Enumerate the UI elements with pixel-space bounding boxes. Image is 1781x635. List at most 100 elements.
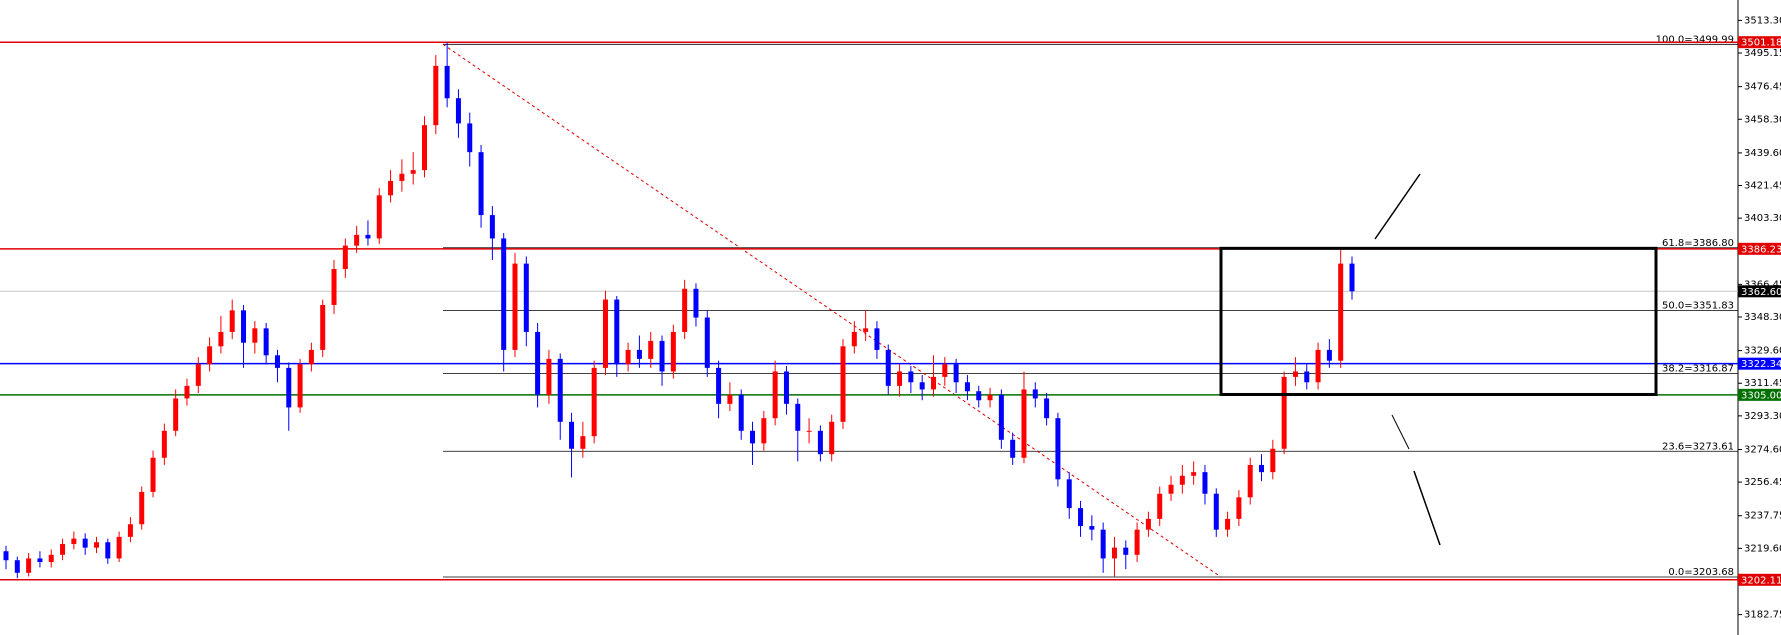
price-label: 3386.23 [1741,244,1781,255]
candle-body [1349,263,1355,292]
candle-body [987,394,993,401]
y-tick-label: 3403.30 [1744,213,1781,224]
y-tick-label: 3311.45 [1744,378,1781,389]
y-tick-label: 3476.45 [1744,82,1781,93]
candle-body [750,430,756,444]
candle-body [1270,448,1276,473]
candle-body [1315,349,1321,383]
candle-body [354,234,360,246]
candle-body [738,394,744,431]
candle-body [716,367,722,404]
candle-body [161,430,167,458]
y-tick-label: 3293.30 [1744,411,1781,422]
candle-body [127,524,133,537]
price-label: 3362.60 [1741,287,1781,298]
candle-body [71,538,77,545]
candle-body [241,310,247,343]
candle-body [274,355,280,368]
candle-body [829,421,835,455]
candle-body [648,340,654,359]
drawing-stroke [1374,173,1421,240]
candle-body [37,558,43,563]
candle-body [1078,508,1084,527]
candle-body [173,398,179,431]
candle-body [761,418,767,444]
y-tick-label: 3458.30 [1744,114,1781,125]
candle-body [727,394,733,404]
candle-body [614,299,620,365]
fib-label: 61.8=3386.80 [1662,238,1734,249]
candle-body [964,382,970,392]
candle-body [874,328,880,350]
price-label-box [1738,285,1781,298]
candle-body [207,346,213,365]
candle-body [478,152,484,216]
y-tick-label: 3182.75 [1744,610,1781,621]
candle-body [60,544,66,555]
candle-body [930,376,936,390]
candle-body [218,331,224,347]
candle-body [365,234,371,239]
candle-body [546,358,552,395]
candle-body [455,98,461,124]
candle-body [670,331,676,372]
y-tick-label: 3274.60 [1744,444,1781,455]
candle-body [659,340,665,372]
candle-body [783,371,789,404]
candle-body [1179,475,1185,485]
y-tick-label: 3439.60 [1744,148,1781,159]
candle-body [139,491,145,525]
candle-body [82,538,88,548]
price-label: 3501.18 [1741,38,1781,49]
price-label-box [1738,357,1781,370]
candle-body [1281,376,1287,449]
candle-body [1168,484,1174,494]
y-tick-label: 3348.30 [1744,312,1781,323]
candle-body [229,310,235,332]
candle-body [1259,464,1265,473]
candle-body [1066,479,1072,509]
candle-body [422,125,428,171]
price-label-box [1738,36,1781,49]
y-tick-label: 3495.15 [1744,48,1781,59]
candle-body [693,288,699,318]
candle-body [998,394,1004,440]
candle-body [410,170,416,174]
fib-label: 23.6=3273.61 [1662,441,1734,452]
drawing-stroke [1413,470,1441,546]
drawing-stroke [1391,414,1410,450]
candle-body [1100,529,1106,559]
candle-body [3,551,9,561]
candle-body [919,382,925,390]
candle-body [1145,518,1151,530]
candle-body [840,346,846,422]
candle-body [93,542,99,548]
candle-body [399,173,405,181]
range-box [1219,246,1658,396]
candle-body [885,349,891,386]
candle-body [308,349,314,365]
candle-body [1157,493,1163,519]
candle-body [342,245,348,270]
candle-body [817,430,823,455]
candle-body [1338,263,1344,361]
candle-body [1304,371,1310,383]
y-tick-label: 3237.75 [1744,511,1781,522]
y-tick-label: 3366.45 [1744,279,1781,290]
fib-label: 38.2=3316.87 [1662,364,1734,375]
candle-body [851,331,857,347]
candle-body [1010,439,1016,458]
candle-body [184,385,190,399]
candle-body [1191,472,1197,476]
price-label-box [1738,573,1781,586]
candle-body [195,364,201,386]
candle-body [976,391,982,401]
candle-body [1089,526,1095,530]
price-label: 3305.00 [1741,390,1781,401]
candle-body [1236,497,1242,519]
candle-body [772,371,778,419]
y-tick-label: 3219.60 [1744,543,1781,554]
candle-body [602,299,608,368]
candle-body [297,364,303,408]
